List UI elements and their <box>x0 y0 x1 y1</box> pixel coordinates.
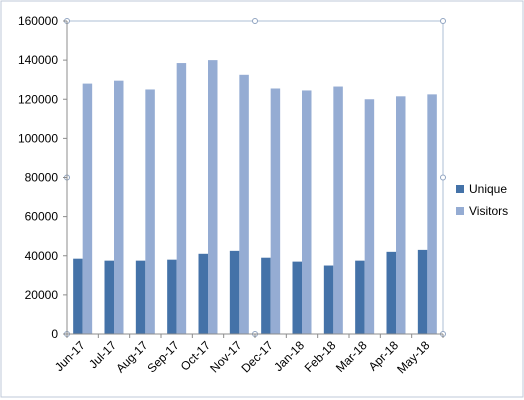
y-tick-label: 80000 <box>25 171 59 185</box>
bar-unique-oct-17[interactable] <box>198 253 209 334</box>
bar-unique-jan-18[interactable] <box>292 261 303 334</box>
bar-visitors-jul-17[interactable] <box>114 80 124 335</box>
bar-unique-mar-18[interactable] <box>355 260 365 334</box>
bar-unique-may-18[interactable] <box>417 249 428 334</box>
bar-visitors-aug-17[interactable] <box>145 89 155 334</box>
y-tick-label: 0 <box>51 327 58 341</box>
selection-handle[interactable] <box>252 18 258 24</box>
legend-label-visitors: Visitors <box>469 204 508 218</box>
bar-unique-aug-17[interactable] <box>135 260 146 334</box>
bar-unique-apr-18[interactable] <box>386 251 397 334</box>
bar-visitors-mar-18[interactable] <box>364 99 375 334</box>
legend-swatch-visitors <box>456 207 464 215</box>
legend-swatch-unique <box>456 185 464 193</box>
y-tick-label: 140000 <box>18 53 58 67</box>
bar-unique-nov-17[interactable] <box>229 250 240 334</box>
selection-handle[interactable] <box>440 18 446 24</box>
legend[interactable]: Unique Visitors <box>456 182 508 218</box>
bar-unique-sep-17[interactable] <box>167 259 177 334</box>
bar-unique-jun-17[interactable] <box>73 258 83 334</box>
bar-visitors-apr-18[interactable] <box>396 96 406 334</box>
bar-visitors-sep-17[interactable] <box>176 63 187 334</box>
y-tick-label: 40000 <box>25 249 59 263</box>
y-tick-label: 60000 <box>25 210 59 224</box>
bar-unique-dec-17[interactable] <box>261 257 271 334</box>
bar-visitors-jan-18[interactable] <box>302 90 312 335</box>
y-tick-label: 100000 <box>18 131 58 145</box>
bar-visitors-may-18[interactable] <box>427 94 437 334</box>
bar-visitors-dec-17[interactable] <box>270 88 281 334</box>
y-axis: 0 20000 40000 60000 80000 100000 120000 140000 1… <box>18 14 68 341</box>
bar-unique-jul-17[interactable] <box>104 260 115 334</box>
y-tick-label: 160000 <box>18 14 58 28</box>
bar-visitors-oct-17[interactable] <box>208 60 218 334</box>
bar-visitors-jun-17[interactable] <box>82 83 93 334</box>
bar-visitors-nov-17[interactable] <box>239 74 249 334</box>
bars <box>73 60 437 335</box>
bar-visitors-feb-18[interactable] <box>333 86 343 334</box>
selection-handle[interactable] <box>440 174 446 181</box>
legend-label-unique: Unique <box>469 182 507 196</box>
y-tick-label: 120000 <box>18 92 58 106</box>
y-tick-label: 20000 <box>25 288 59 302</box>
bar-unique-feb-18[interactable] <box>323 265 334 334</box>
